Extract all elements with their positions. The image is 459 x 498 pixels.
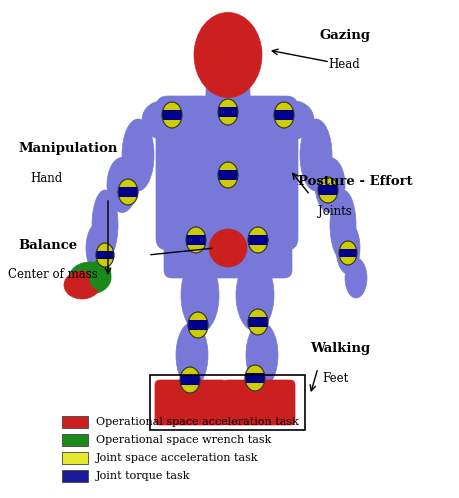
Text: Center of mass: Center of mass — [8, 268, 98, 281]
Text: Joints: Joints — [318, 205, 352, 218]
Text: Walking: Walking — [310, 342, 370, 355]
Bar — [62, 434, 88, 446]
Text: Hand: Hand — [30, 172, 62, 185]
Text: Manipulation: Manipulation — [18, 142, 118, 155]
FancyBboxPatch shape — [223, 380, 295, 425]
Ellipse shape — [69, 262, 111, 294]
Ellipse shape — [64, 271, 100, 299]
Ellipse shape — [186, 227, 206, 253]
Ellipse shape — [180, 367, 200, 393]
Ellipse shape — [92, 190, 118, 260]
Ellipse shape — [122, 119, 154, 191]
Text: Gazing: Gazing — [320, 29, 371, 42]
Ellipse shape — [248, 227, 268, 253]
Ellipse shape — [336, 222, 360, 274]
Bar — [248, 317, 268, 327]
Ellipse shape — [176, 323, 208, 387]
Text: Joint torque task: Joint torque task — [96, 471, 190, 481]
Ellipse shape — [118, 179, 138, 205]
Text: Balance: Balance — [18, 239, 77, 252]
Ellipse shape — [300, 119, 332, 191]
Text: Joint space acceleration task: Joint space acceleration task — [96, 453, 258, 463]
Ellipse shape — [86, 223, 110, 273]
FancyBboxPatch shape — [156, 96, 298, 250]
Ellipse shape — [248, 309, 268, 335]
Bar — [318, 185, 338, 195]
Bar — [245, 374, 265, 382]
Text: Operational space wrench task: Operational space wrench task — [96, 435, 271, 445]
Ellipse shape — [142, 101, 182, 139]
Bar — [118, 187, 138, 197]
FancyBboxPatch shape — [206, 86, 250, 119]
Ellipse shape — [318, 177, 338, 203]
Bar — [96, 251, 114, 259]
Text: Feet: Feet — [322, 372, 348, 385]
Ellipse shape — [96, 243, 114, 267]
Ellipse shape — [339, 241, 357, 265]
Text: Operational space acceleration task: Operational space acceleration task — [96, 417, 299, 427]
Text: Head: Head — [328, 58, 360, 71]
Ellipse shape — [330, 190, 356, 260]
Bar — [248, 236, 268, 245]
Bar — [339, 249, 357, 257]
FancyBboxPatch shape — [164, 224, 292, 278]
Bar — [274, 111, 294, 120]
Bar — [186, 236, 206, 245]
Bar — [150, 375, 305, 430]
Ellipse shape — [245, 365, 265, 391]
Text: Posture - Effort: Posture - Effort — [298, 175, 413, 188]
Ellipse shape — [274, 101, 314, 139]
Bar — [180, 375, 200, 384]
Bar — [162, 111, 182, 120]
Bar — [218, 108, 238, 117]
Ellipse shape — [181, 257, 219, 333]
Ellipse shape — [194, 12, 262, 98]
Bar — [62, 470, 88, 482]
Ellipse shape — [274, 102, 294, 128]
Bar — [62, 416, 88, 428]
Ellipse shape — [218, 99, 238, 125]
Ellipse shape — [315, 157, 345, 213]
Ellipse shape — [345, 258, 367, 298]
Ellipse shape — [89, 260, 111, 290]
Ellipse shape — [107, 157, 137, 213]
Ellipse shape — [209, 229, 247, 267]
Bar — [62, 452, 88, 464]
FancyBboxPatch shape — [155, 380, 227, 425]
Ellipse shape — [246, 323, 278, 387]
Ellipse shape — [162, 102, 182, 128]
Bar — [218, 170, 238, 180]
Bar — [188, 320, 208, 330]
Ellipse shape — [218, 162, 238, 188]
Ellipse shape — [188, 312, 208, 338]
Ellipse shape — [236, 259, 274, 331]
